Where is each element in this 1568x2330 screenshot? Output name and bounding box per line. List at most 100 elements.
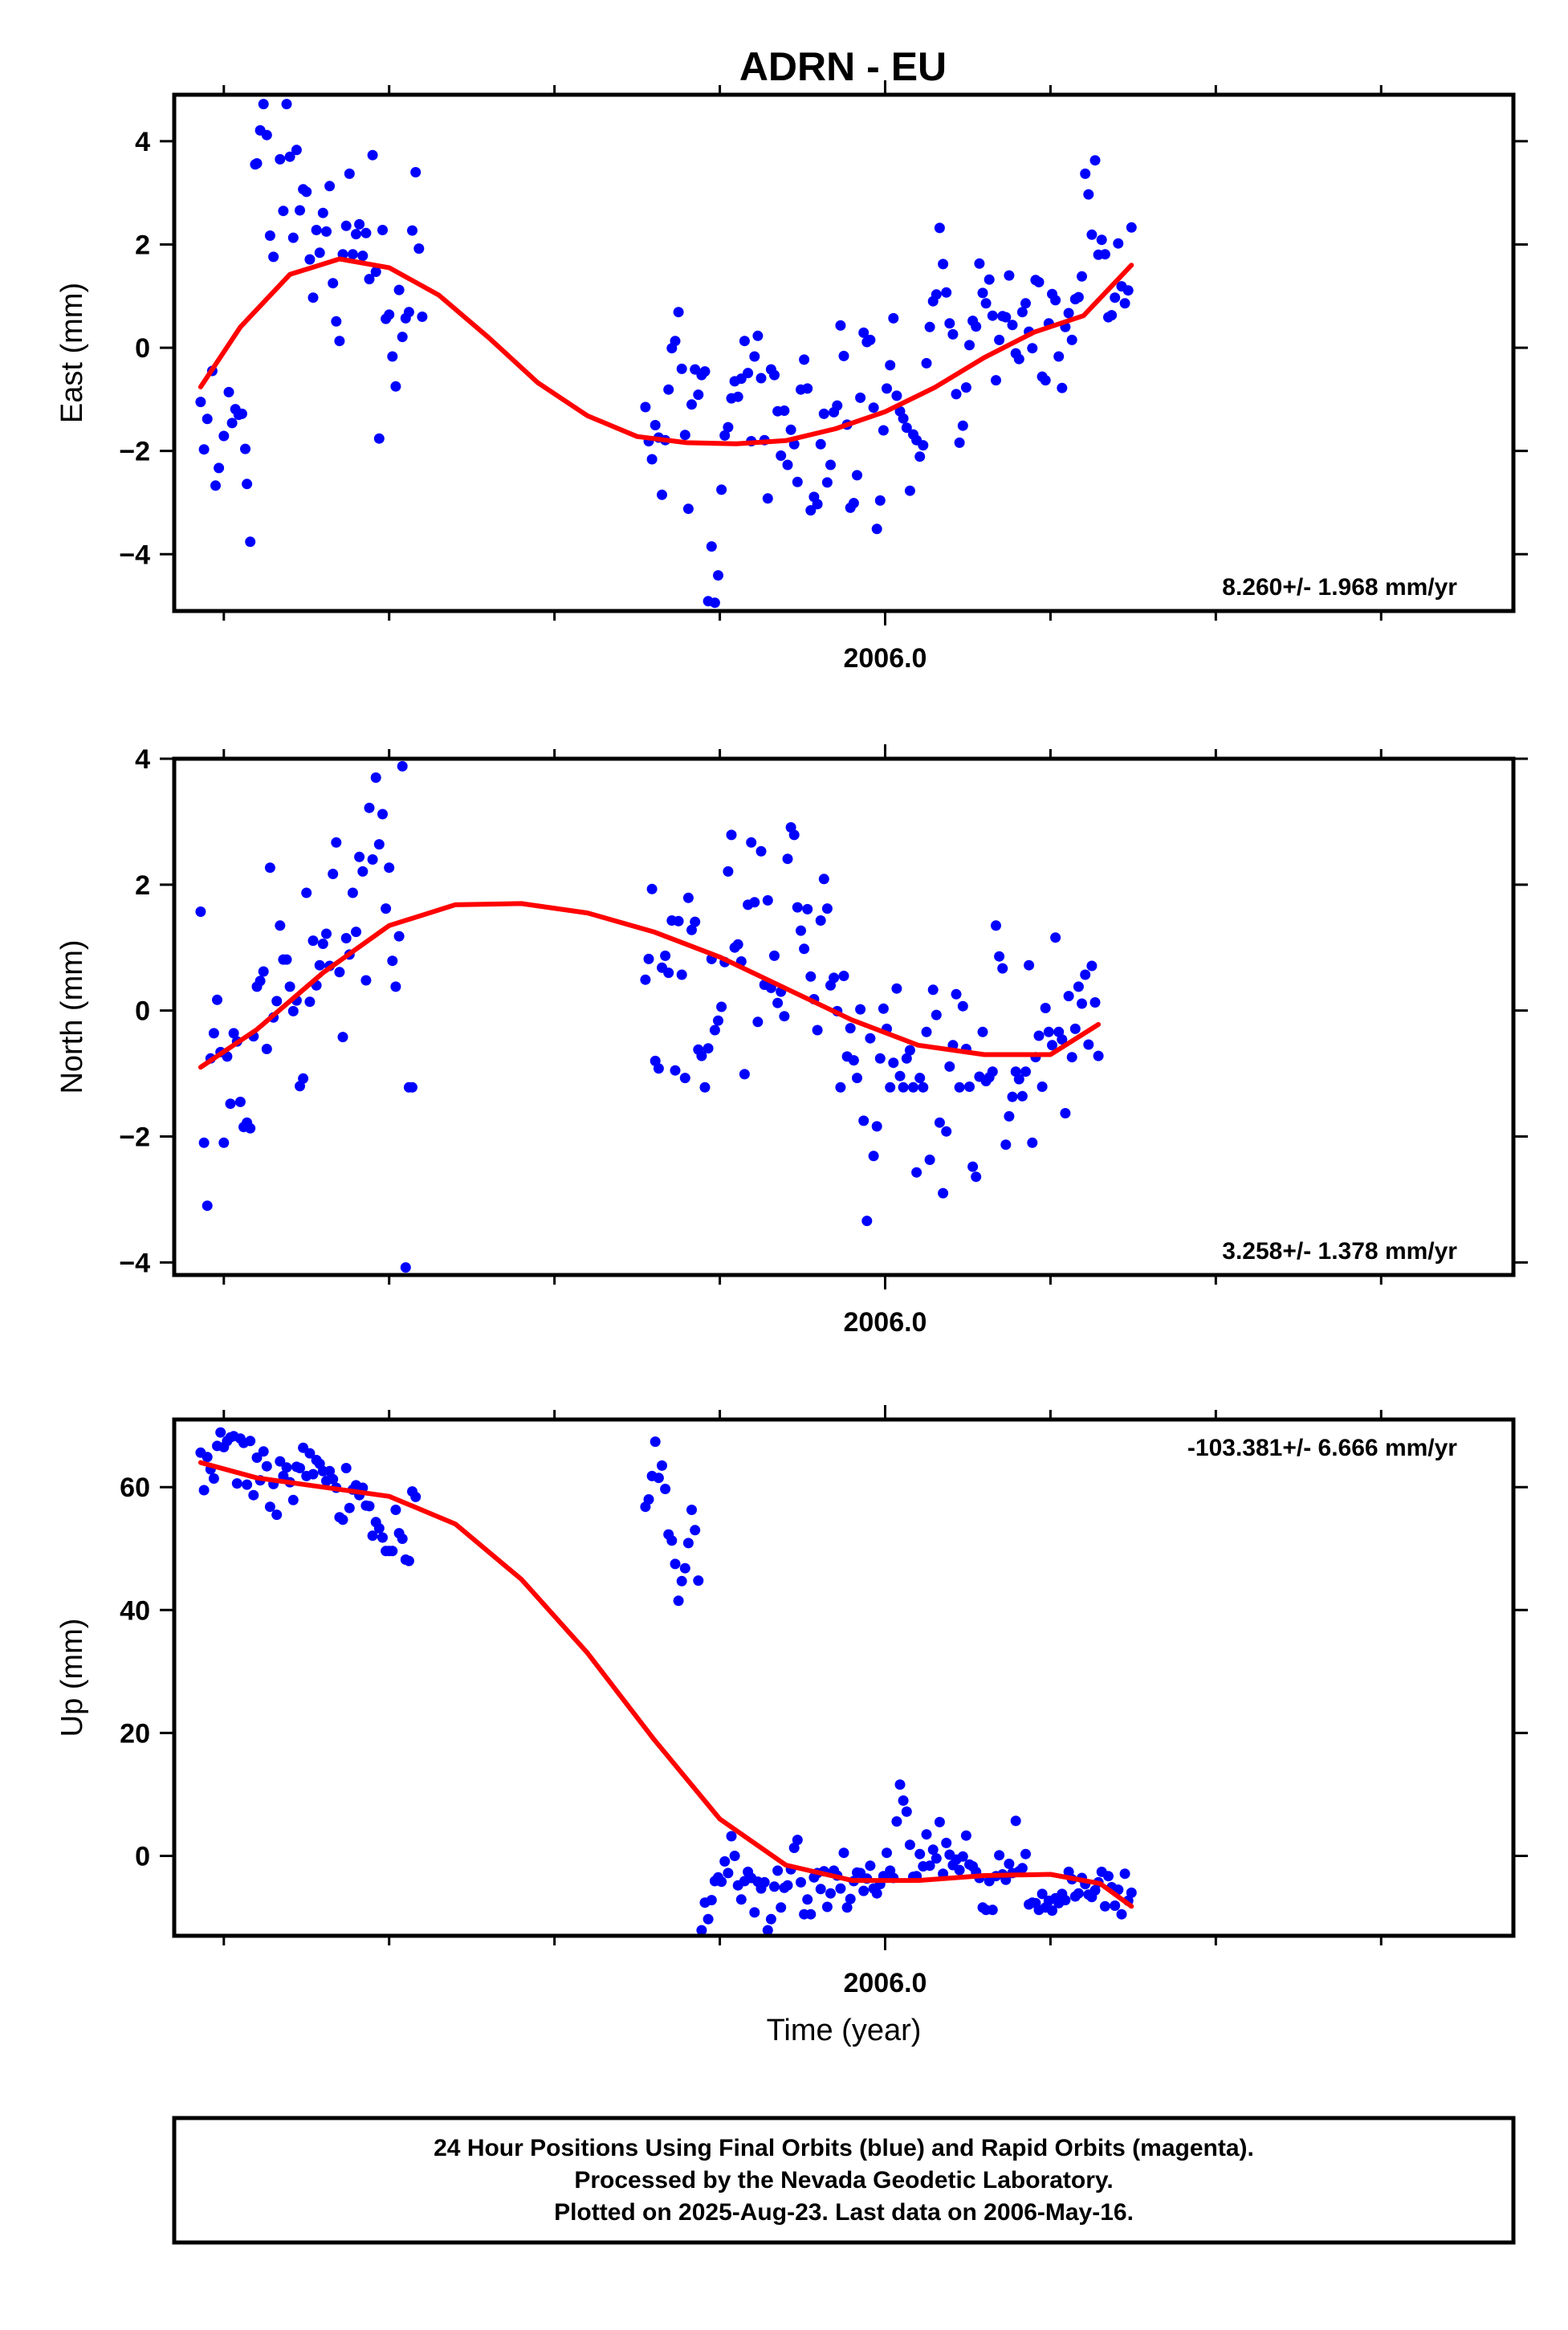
data-point: [307, 1468, 319, 1480]
data-point: [1043, 1026, 1054, 1037]
data-point: [838, 350, 849, 361]
data-point: [393, 931, 405, 942]
data-point: [328, 278, 339, 289]
data-point: [255, 976, 266, 987]
data-point: [852, 470, 862, 481]
data-point: [301, 186, 312, 198]
data-point: [1050, 932, 1061, 943]
data-point: [921, 357, 932, 369]
data-point: [931, 1009, 942, 1020]
data-point: [1013, 353, 1024, 365]
data-point: [334, 336, 345, 347]
data-point: [782, 853, 793, 865]
data-point: [947, 328, 959, 340]
data-point: [779, 405, 790, 416]
data-point: [874, 1053, 886, 1064]
data-point: [673, 1595, 684, 1607]
data-point: [821, 903, 833, 914]
data-point: [317, 207, 328, 218]
data-point: [732, 391, 743, 402]
data-point: [898, 413, 909, 424]
data-point: [304, 996, 316, 1008]
data-point: [231, 1478, 242, 1489]
data-point: [746, 837, 757, 848]
data-point: [1020, 298, 1031, 309]
data-point: [245, 1122, 256, 1134]
data-point: [1063, 308, 1074, 319]
panel-3: 0 20 40 60 2006.0 Up (mm) Time (year) -103.381+…: [55, 1405, 1528, 2047]
data-point: [258, 99, 269, 110]
y-tick-label: 0: [135, 333, 150, 364]
panels: −4 −2 0 2 4 2006.0 East (mm) 8.260+/- 1.968 mm/…: [55, 80, 1528, 2047]
data-point: [298, 1073, 309, 1084]
data-point: [328, 869, 339, 879]
footer-line-2: Processed by the Nevada Geodetic Laborat…: [574, 2167, 1113, 2194]
data-point: [679, 1073, 690, 1084]
footer-line-3: Plotted on 2025-Aug-23. Last data on 200…: [554, 2199, 1134, 2226]
y-tick-label: 0: [135, 996, 150, 1027]
data-point: [1066, 1052, 1077, 1063]
data-point: [261, 1044, 272, 1054]
data-point: [924, 1860, 935, 1872]
y-tick-label: 40: [120, 1595, 150, 1626]
data-point: [1004, 1858, 1015, 1869]
data-point: [278, 1470, 289, 1481]
footer-box: [172, 2116, 1516, 2245]
data-point: [1073, 1888, 1084, 1899]
data-point: [848, 1055, 859, 1066]
data-point: [838, 1847, 849, 1859]
data-point: [328, 1473, 339, 1485]
data-point: [387, 1546, 398, 1557]
data-point: [1119, 298, 1130, 309]
data-point: [198, 1137, 210, 1148]
data-point: [901, 1053, 912, 1064]
y-tick-label: 4: [135, 127, 150, 157]
y-tick-label: 4: [135, 744, 150, 775]
data-point: [340, 933, 352, 943]
data-point: [202, 1200, 213, 1212]
data-point: [281, 1462, 292, 1473]
data-point: [234, 1096, 246, 1107]
data-point: [894, 1779, 906, 1790]
data-point: [931, 1853, 942, 1864]
data-point: [1016, 1090, 1028, 1102]
data-point: [1069, 1023, 1081, 1034]
rate-label: -103.381+/- 6.666 mm/yr: [1187, 1435, 1457, 1461]
data-point: [825, 459, 836, 470]
data-point: [977, 1026, 988, 1037]
data-point: [1047, 1040, 1057, 1051]
data-point: [792, 1835, 803, 1846]
data-point: [799, 354, 810, 365]
data-point: [984, 274, 995, 285]
y-tick-label: 2: [135, 230, 150, 260]
data-point: [699, 366, 711, 377]
data-point: [1020, 1848, 1031, 1860]
data-point: [1010, 1815, 1021, 1827]
data-point: [258, 1446, 269, 1457]
data-point: [673, 307, 684, 318]
data-point: [258, 966, 269, 977]
data-point: [208, 1028, 219, 1039]
data-point: [344, 1502, 355, 1513]
data-point: [287, 1494, 299, 1505]
data-point: [304, 1448, 316, 1459]
data-point: [1057, 1034, 1068, 1045]
data-point: [749, 897, 760, 908]
data-point: [1119, 1868, 1130, 1880]
data-point: [393, 284, 405, 295]
data-point: [779, 1011, 790, 1022]
data-point: [676, 1575, 687, 1587]
data-point: [1113, 238, 1124, 249]
rate-label: 3.258+/- 1.378 mm/yr: [1222, 1238, 1457, 1265]
data-point: [954, 1081, 965, 1093]
data-point: [690, 1525, 701, 1536]
data-point: [821, 477, 833, 488]
data-point: [377, 225, 388, 235]
data-point: [732, 939, 743, 950]
data-point: [261, 129, 272, 141]
data-point: [287, 232, 299, 243]
y-tick-label: 60: [120, 1473, 150, 1503]
data-point: [858, 1885, 870, 1896]
data-point: [208, 1473, 219, 1484]
data-point: [686, 1505, 697, 1515]
